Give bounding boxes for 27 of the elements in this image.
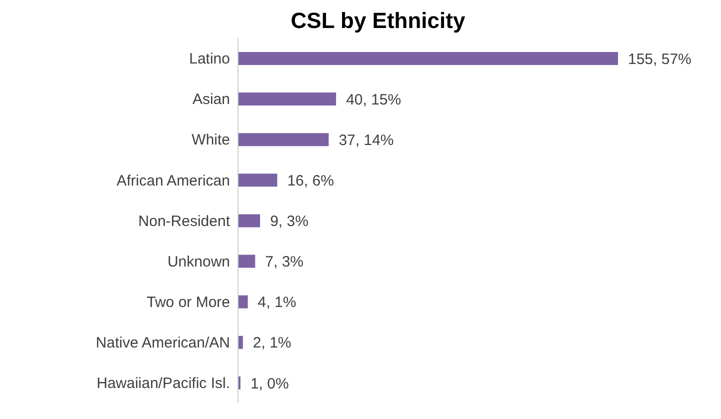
y-tick-label: Non-Resident xyxy=(138,212,231,230)
bar xyxy=(238,214,260,228)
bar xyxy=(238,133,329,146)
y-tick-label: African American xyxy=(116,172,230,190)
data-label: 4, 1% xyxy=(258,294,296,312)
data-label: 40, 15% xyxy=(346,91,402,108)
bar xyxy=(238,295,248,308)
chart-title: CSL by Ethnicity xyxy=(290,8,466,35)
y-tick-label: Latino xyxy=(189,50,230,68)
bar xyxy=(238,52,618,65)
y-tick-label: Native American/AN xyxy=(96,334,230,352)
data-label: 37, 14% xyxy=(338,132,394,149)
data-label: 1, 0% xyxy=(250,375,289,392)
bar xyxy=(238,336,243,349)
y-tick-label: White xyxy=(192,132,230,149)
data-label: 9, 3% xyxy=(270,213,308,230)
y-tick-label: Hawaiian/Pacific Isl. xyxy=(96,375,230,392)
data-label: 7, 3% xyxy=(265,254,304,271)
y-tick-label: Two or More xyxy=(146,294,230,311)
y-tick-label: Unknown xyxy=(167,253,230,270)
bar xyxy=(238,92,336,106)
y-tick-label: Asian xyxy=(192,91,230,108)
data-label: 155, 57% xyxy=(628,50,692,68)
bar xyxy=(238,254,256,268)
data-label: 16, 6% xyxy=(287,172,334,190)
data-label: 2, 1% xyxy=(252,334,292,352)
bar xyxy=(238,174,278,187)
